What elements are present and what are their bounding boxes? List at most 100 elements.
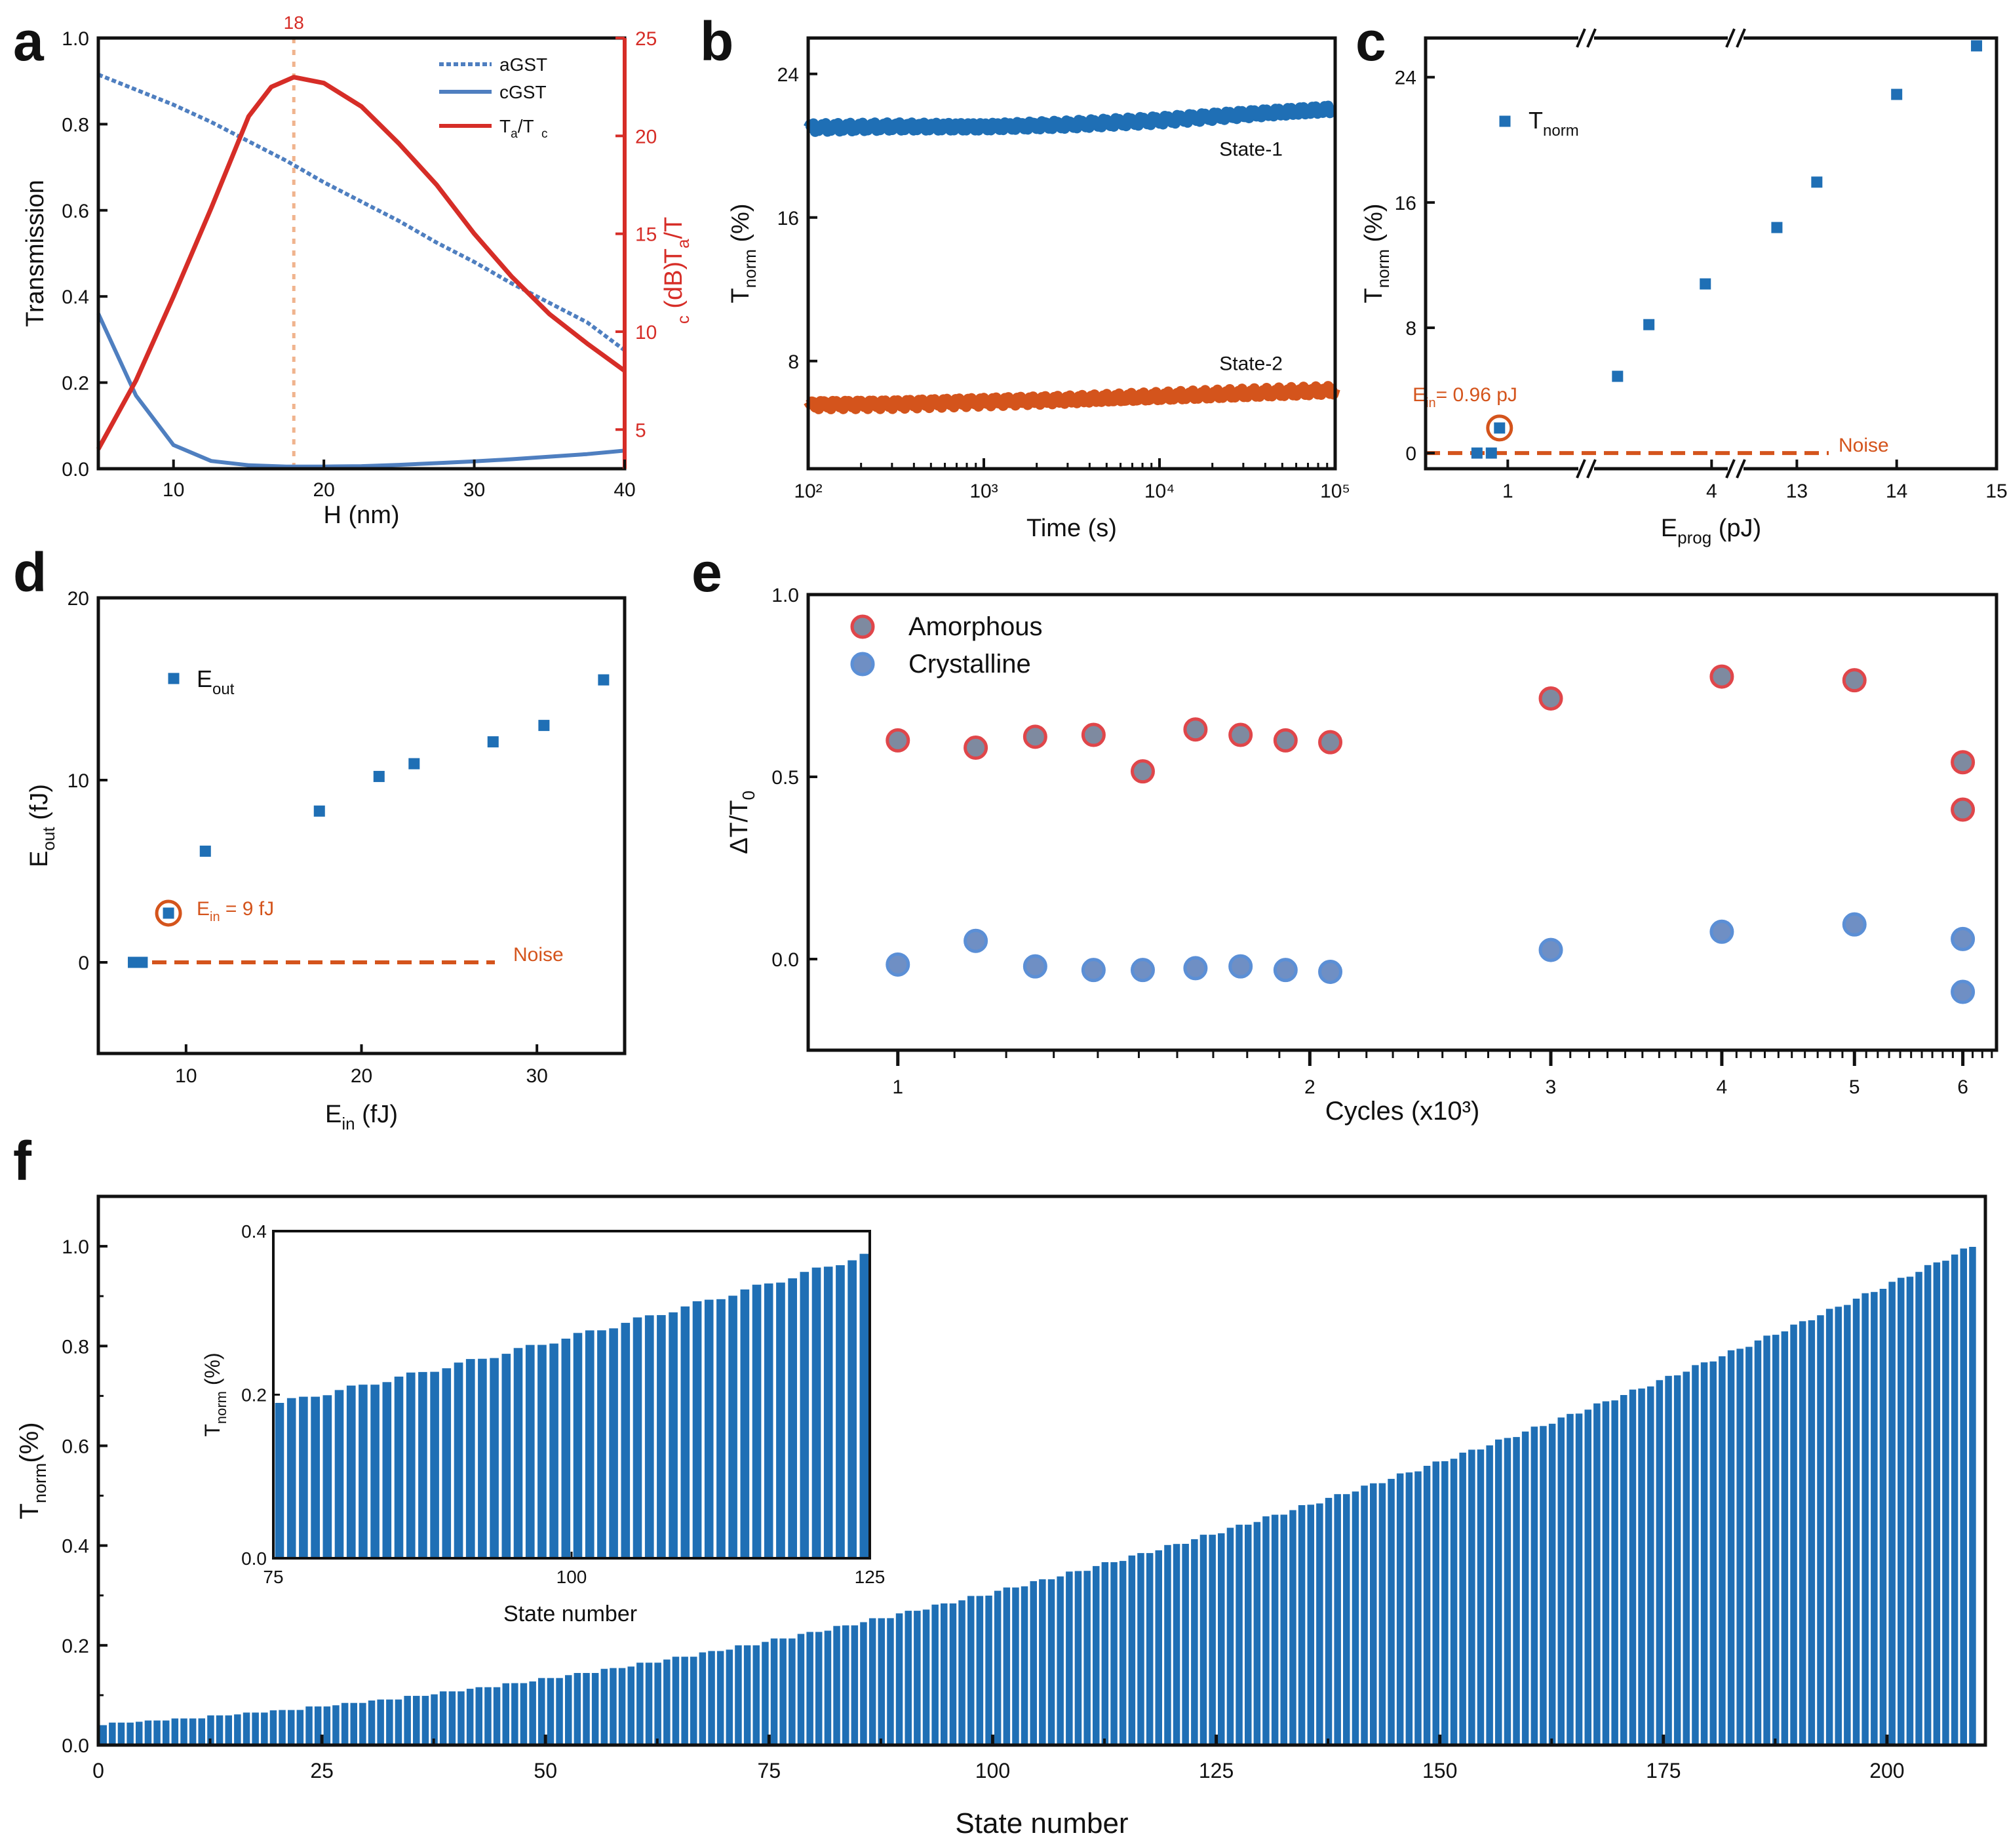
bar [1960,1248,1967,1745]
panel-e: e 0.0 0.5 1.0 1 2 3 4 5 6 Cycles (x10³) ΔT/T0 Amorph… [692,541,1998,1126]
noise-label: Noise [513,944,564,966]
data-point-amorphous [886,728,910,753]
bar [851,1625,859,1745]
inset-y-tick-label: 0.4 [241,1221,267,1242]
bar [1459,1452,1466,1745]
y-tick-label: 24 [1395,68,1416,89]
x-axis-title: H (nm) [323,501,399,529]
y-axis-title: Tnorm(%) [15,1422,50,1519]
inset-bar [836,1265,845,1558]
x-tick-label: 10² [794,481,822,502]
data-point [1971,40,1983,52]
legend-label-cGST: cGST [499,82,547,102]
data-point-crystalline [1951,926,1976,951]
bar [1754,1340,1762,1745]
y2-axis-title-b: c (dB) [660,262,693,324]
data-point [1771,222,1783,233]
inset-bar [299,1396,308,1558]
legend-swatch-amorphous [850,614,875,639]
x-tick-label: 14 [1886,481,1907,502]
x-tick-label: 13 [1786,481,1808,502]
bar [1638,1388,1645,1745]
bar [243,1712,250,1745]
bar [636,1662,644,1745]
bar [117,1722,125,1745]
bar [1575,1413,1583,1745]
inset-bar [359,1385,368,1558]
bar [1199,1535,1207,1745]
y-tick-label: 16 [1395,193,1416,214]
x-tick-label: 0 [92,1759,104,1782]
y-tick-label: 0.8 [62,114,89,136]
inset-bar [848,1260,857,1558]
bar [1307,1504,1314,1745]
bar [1808,1320,1816,1745]
bar [305,1706,313,1745]
bar [789,1638,796,1745]
bar [1083,1571,1091,1745]
data-point-amorphous [1130,759,1155,784]
bar [1888,1282,1896,1745]
bar [1280,1514,1287,1745]
series-line-Ta-Tc [96,75,627,450]
inset-bar [346,1385,356,1558]
y-tick-label: 20 [68,588,89,610]
data-point-crystalline [1183,956,1208,981]
data-point-crystalline [1228,954,1253,979]
bar [377,1699,384,1745]
bar [1692,1365,1699,1745]
x-tick-label: 10⁵ [1320,481,1350,502]
threshold-highlight [1486,414,1513,442]
axis-break-mark [1736,28,1746,48]
y-tick-label: 0.2 [62,1636,89,1657]
bar [1969,1247,1976,1745]
data-point-amorphous [1273,728,1298,753]
x-tick-label: 200 [1869,1759,1904,1782]
x-axis-title: State number [955,1807,1128,1839]
x-tick-label: 75 [758,1759,781,1782]
bar [529,1681,536,1745]
data-point [1700,278,1711,290]
y-axis-title: Tnorm (%) [727,203,760,303]
y-tick-label: 0.8 [62,1336,89,1358]
bar [1745,1347,1753,1745]
bar [1719,1356,1726,1745]
bar [716,1651,724,1745]
bar [314,1706,322,1745]
legend-swatch-crystalline [850,652,875,677]
y-axis-title: Transmission [22,180,49,327]
bar [672,1657,680,1745]
bar [1495,1439,1502,1745]
inset-bar [585,1330,594,1558]
threshold-annotation: Ein= 0.96 pJ [1413,384,1517,410]
bar [234,1714,241,1745]
bar [1861,1293,1869,1745]
x-tick-label: 40 [614,479,635,501]
axis-break-mark [1586,28,1597,48]
bar [1593,1403,1601,1745]
bar [144,1720,152,1745]
y-tick-label: 0 [1405,443,1416,465]
panel-label: e [692,541,722,603]
inset-bar [644,1315,654,1558]
bar [350,1702,357,1745]
series-label-State-2: State-2 [1219,353,1283,375]
bar [1665,1375,1672,1745]
bar [1012,1587,1019,1745]
bar [207,1715,214,1745]
x-tick-label: 10⁴ [1144,481,1175,502]
x-tick-label: 10 [163,479,184,501]
bar [1557,1417,1565,1745]
data-point-crystalline [964,928,988,953]
y-tick-label: 1.0 [62,28,89,50]
x-tick-label: 100 [975,1759,1010,1782]
bar [556,1678,563,1745]
data-point-crystalline [1842,912,1867,937]
x-tick-label: 20 [313,479,334,501]
bar [216,1715,224,1745]
data-point [199,845,211,857]
bar [1513,1437,1520,1745]
bar [922,1609,930,1745]
bar [439,1691,447,1745]
inset-bar [537,1345,547,1558]
